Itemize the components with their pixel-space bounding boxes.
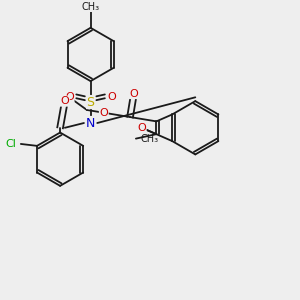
Text: CH₃: CH₃ xyxy=(82,2,100,12)
Text: CH₃: CH₃ xyxy=(141,134,159,144)
Text: O: O xyxy=(137,123,146,133)
Text: S: S xyxy=(87,96,94,109)
Text: Cl: Cl xyxy=(5,139,16,149)
Text: O: O xyxy=(65,92,74,102)
Text: N: N xyxy=(86,116,95,130)
Text: O: O xyxy=(61,96,69,106)
Text: O: O xyxy=(130,88,138,99)
Text: O: O xyxy=(99,108,108,118)
Text: O: O xyxy=(107,92,116,102)
